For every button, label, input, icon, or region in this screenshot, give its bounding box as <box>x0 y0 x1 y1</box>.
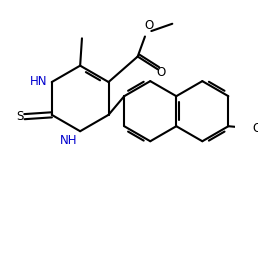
Text: NH: NH <box>60 134 77 147</box>
Text: O: O <box>157 66 166 80</box>
Text: HN: HN <box>30 75 47 88</box>
Text: O: O <box>144 19 153 32</box>
Text: O: O <box>252 121 258 135</box>
Text: S: S <box>16 110 23 123</box>
